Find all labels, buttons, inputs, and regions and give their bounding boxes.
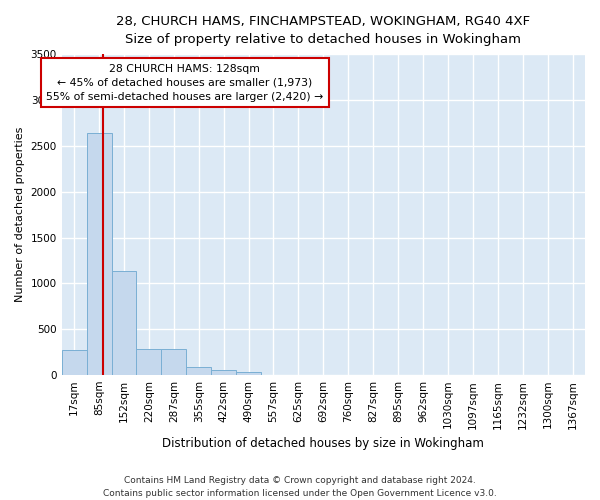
Bar [161,350,186,375]
Title: 28, CHURCH HAMS, FINCHAMPSTEAD, WOKINGHAM, RG40 4XF
Size of property relative to: 28, CHURCH HAMS, FINCHAMPSTEAD, WOKINGHA… [116,15,530,46]
Text: Contains HM Land Registry data © Crown copyright and database right 2024.
Contai: Contains HM Land Registry data © Crown c… [103,476,497,498]
Bar [186,367,211,375]
Bar [236,372,261,375]
Text: 28 CHURCH HAMS: 128sqm
← 45% of detached houses are smaller (1,973)
55% of semi-: 28 CHURCH HAMS: 128sqm ← 45% of detached… [46,64,323,102]
Y-axis label: Number of detached properties: Number of detached properties [15,127,25,302]
X-axis label: Distribution of detached houses by size in Wokingham: Distribution of detached houses by size … [163,437,484,450]
Bar [112,270,136,375]
Bar [211,370,236,375]
Bar [86,133,112,375]
Bar [136,350,161,375]
Bar [62,350,86,375]
